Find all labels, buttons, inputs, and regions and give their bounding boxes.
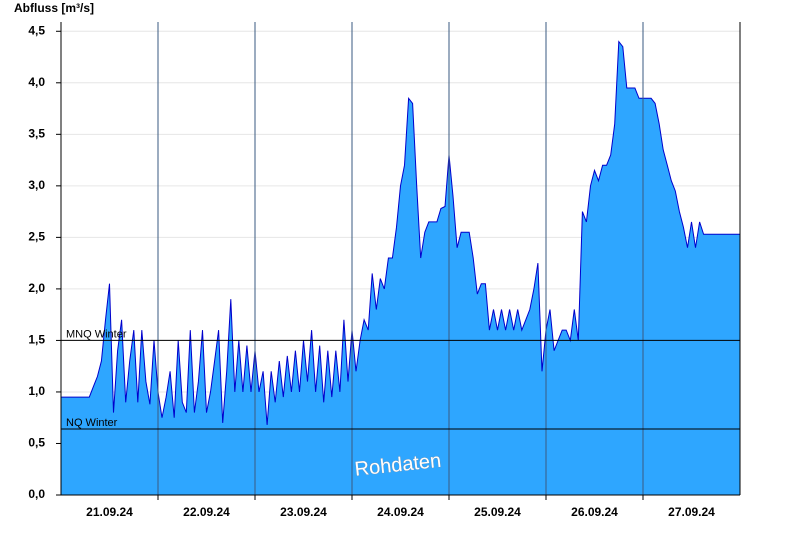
line — [61, 40, 740, 425]
area — [61, 41, 740, 495]
y-tick-label: 0,0 — [28, 487, 45, 501]
x-tick-label: 22.09.24 — [183, 505, 230, 519]
x-tick-label: 27.09.24 — [668, 505, 715, 519]
y-tick-label: 3,5 — [28, 126, 45, 140]
y-tick-label: 3,0 — [28, 178, 45, 192]
reference-label: MNQ Winter — [66, 328, 127, 340]
x-tick-label: 24.09.24 — [377, 505, 424, 519]
x-tick-label: 21.09.24 — [86, 505, 133, 519]
y-tick-label: 0,5 — [28, 436, 45, 450]
y-axis-label: Abfluss [m³/s] — [14, 1, 94, 15]
y-tick-label: 4,5 — [28, 23, 45, 37]
x-tick-label: 25.09.24 — [474, 505, 521, 519]
y-tick-label: 2,0 — [28, 281, 45, 295]
x-tick-label: 23.09.24 — [280, 505, 327, 519]
y-tick-label: 1,0 — [28, 384, 45, 398]
y-tick-label: 2,5 — [28, 230, 45, 244]
x-tick-label: 26.09.24 — [571, 505, 618, 519]
y-tick-label: 1,5 — [28, 333, 45, 347]
y-tick-label: 4,0 — [28, 75, 45, 89]
reference-label: NQ Winter — [66, 417, 118, 429]
